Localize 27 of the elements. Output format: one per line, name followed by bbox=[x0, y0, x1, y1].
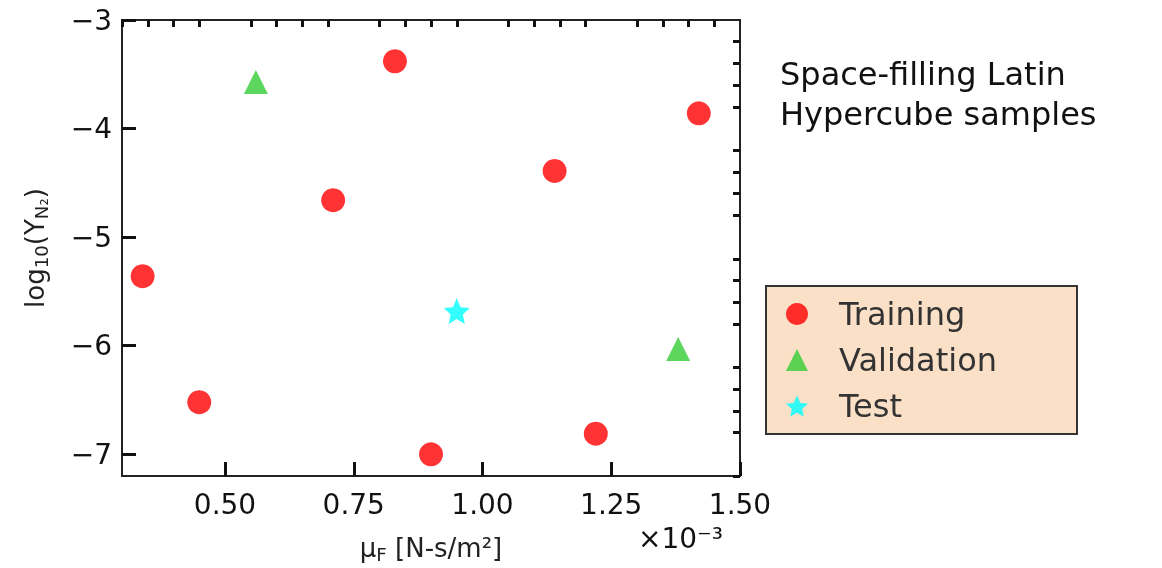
point bbox=[583, 421, 608, 446]
point bbox=[243, 69, 268, 94]
point bbox=[187, 390, 212, 415]
y-tick-label: −4 bbox=[70, 112, 112, 146]
point bbox=[321, 188, 346, 213]
x-tick-label: 0.75 bbox=[322, 487, 385, 521]
y-tick-label: −7 bbox=[70, 437, 112, 471]
y-tick-label: −3 bbox=[70, 3, 112, 37]
y-axis-title: log10(YN₂) bbox=[19, 188, 52, 308]
x-tick-label: 1.00 bbox=[451, 487, 514, 521]
y-tick-label: −5 bbox=[70, 220, 112, 254]
text: ×10⁻³ bbox=[638, 521, 724, 555]
x-tick-label: 1.25 bbox=[580, 487, 643, 521]
x-tick-label: 0.50 bbox=[193, 487, 257, 521]
point bbox=[686, 101, 711, 126]
point bbox=[666, 336, 691, 361]
text: Space-filling Latin Hypercube samples bbox=[780, 55, 1097, 133]
legend-label: Training bbox=[838, 295, 966, 333]
y-tick-label: −6 bbox=[70, 329, 112, 363]
point bbox=[443, 297, 470, 324]
legend-label: Test bbox=[838, 387, 903, 425]
x-tick-label: 1.50 bbox=[708, 487, 772, 521]
legend-label: Validation bbox=[839, 341, 998, 379]
point bbox=[419, 442, 443, 467]
point bbox=[130, 264, 155, 289]
point bbox=[382, 49, 407, 74]
point bbox=[542, 158, 567, 183]
